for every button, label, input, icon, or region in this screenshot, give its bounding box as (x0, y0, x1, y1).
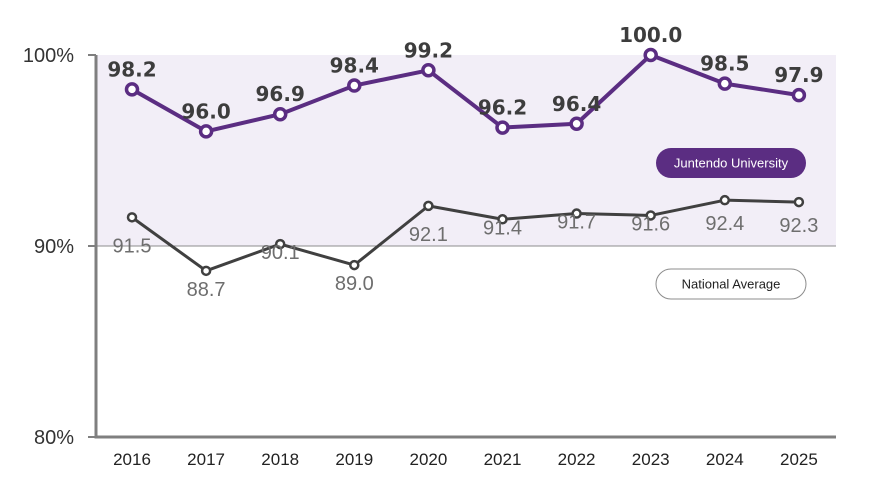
juntendo-value-label: 98.5 (700, 52, 749, 76)
national-value-label: 91.7 (557, 212, 596, 234)
national-value-label: 90.1 (261, 242, 300, 264)
y-tick-label: 80% (34, 427, 74, 449)
juntendo-point (198, 124, 214, 139)
x-tick-label: 2023 (632, 450, 670, 469)
juntendo-point (124, 82, 140, 97)
x-tick-label: 2025 (780, 450, 818, 469)
juntendo-point (495, 120, 510, 135)
juntendo-value-label: 98.2 (107, 57, 156, 81)
national-point (719, 194, 731, 206)
juntendo-value-label: 96.2 (478, 96, 527, 120)
legend-juntendo: Juntendo University (656, 148, 806, 178)
juntendo-point (272, 106, 288, 122)
juntendo-point (347, 78, 362, 93)
series-juntendo-line (131, 53, 800, 134)
national-value-label: 92.4 (705, 213, 744, 235)
x-axis-ticks: 2016 2017 2018 2019 2020 2021 2022 2023 2024 2025 (113, 450, 818, 469)
national-point (274, 238, 286, 250)
x-tick-label: 2021 (484, 450, 522, 469)
x-tick-label: 2019 (335, 450, 373, 469)
y-tick-label: 100% (23, 45, 74, 67)
national-point (200, 265, 212, 277)
juntendo-value-label: 100.0 (619, 23, 682, 47)
x-tick-label: 2017 (187, 450, 225, 469)
national-value-label: 92.3 (779, 215, 818, 237)
national-value-label: 91.4 (483, 217, 522, 239)
juntendo-point (643, 47, 658, 63)
national-point (497, 214, 508, 225)
juntendo-point (569, 116, 584, 132)
series-national: 91.5 88.7 90.1 89.0 92.1 91.4 91.7 91.6 92.4 92.3 (113, 194, 818, 301)
x-tick-label: 2016 (113, 450, 151, 469)
legend-juntendo-label: Juntendo University (674, 156, 789, 171)
x-tick-label: 2020 (409, 450, 447, 469)
y-axis-ticks: 80% 90% 100% (23, 45, 96, 449)
juntendo-value-label: 99.2 (404, 38, 453, 62)
series-juntendo: 98.2 96.0 96.9 98.4 99.2 96.2 96.4 100.0 98.5 97.… (107, 23, 824, 139)
juntendo-value-label: 96.4 (552, 92, 601, 116)
y-tick-label: 90% (34, 236, 74, 258)
x-tick-label: 2024 (706, 450, 744, 469)
legend-national-label: National Average (682, 277, 781, 292)
juntendo-point (717, 76, 733, 91)
legend-national: National Average (655, 268, 807, 300)
x-tick-label: 2022 (558, 450, 596, 469)
national-value-label: 91.6 (631, 213, 670, 235)
juntendo-value-label: 96.0 (181, 99, 230, 123)
national-value-label: 89.0 (335, 273, 374, 295)
national-point (571, 208, 582, 219)
national-point (423, 200, 434, 212)
national-value-label: 91.5 (113, 235, 152, 257)
national-value-label: 92.1 (409, 224, 448, 246)
juntendo-point (791, 87, 807, 103)
x-tick-label: 2018 (261, 450, 299, 469)
juntendo-value-label: 98.4 (330, 54, 379, 78)
juntendo-value-label: 96.9 (256, 82, 305, 106)
juntendo-point (421, 63, 436, 78)
national-point (645, 210, 656, 221)
juntendo-value-label: 97.9 (774, 63, 823, 87)
national-value-label: 88.7 (187, 279, 226, 301)
national-point (349, 259, 360, 271)
legend-juntendo-pill (656, 148, 806, 178)
series-national-line (131, 198, 799, 273)
national-point (793, 196, 805, 208)
series-layer: 98.2 96.0 96.9 98.4 99.2 96.2 96.4 100.0 98.5 97.… (107, 23, 823, 301)
national-point (126, 212, 138, 223)
legend-national-pill (655, 268, 807, 300)
